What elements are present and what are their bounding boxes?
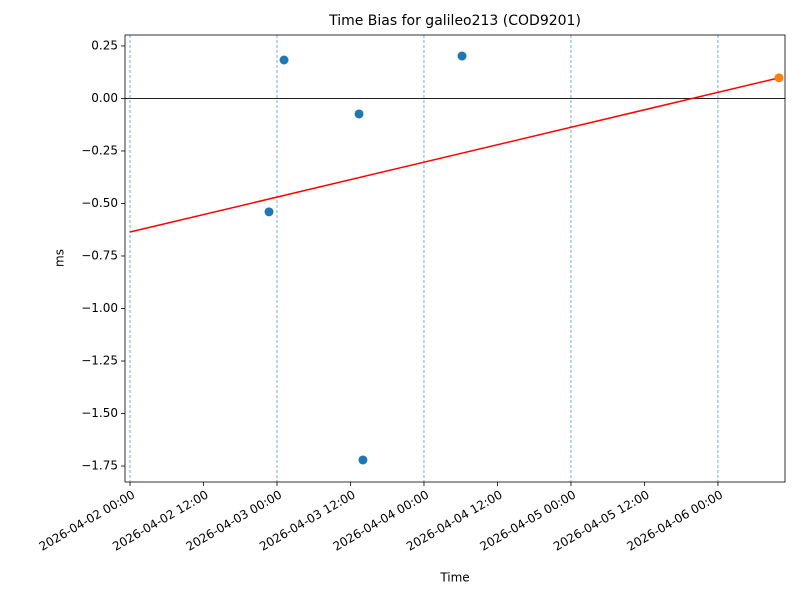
y-tick-label: −0.25 (81, 143, 118, 157)
y-tick-label: −1.00 (81, 301, 118, 315)
data-point (774, 73, 784, 83)
y-axis-label: ms (53, 249, 67, 267)
chart-title: Time Bias for galileo213 (COD9201) (328, 13, 581, 29)
data-point (354, 109, 364, 119)
data-point (279, 55, 289, 65)
data-point (457, 51, 467, 61)
y-tick-label: 0.00 (91, 91, 118, 105)
y-tick-label: −1.75 (81, 459, 118, 473)
plot-frame (124, 34, 786, 483)
y-tick-label: 0.25 (91, 38, 118, 52)
y-tick-label: −0.50 (81, 196, 118, 210)
data-point (264, 207, 274, 217)
y-tick-label: −1.25 (81, 354, 118, 368)
data-point (358, 455, 368, 465)
y-tick-label: −0.75 (81, 248, 118, 262)
y-tick-label: −1.50 (81, 406, 118, 420)
trend-line (129, 77, 780, 233)
x-axis-label: Time (439, 571, 469, 585)
